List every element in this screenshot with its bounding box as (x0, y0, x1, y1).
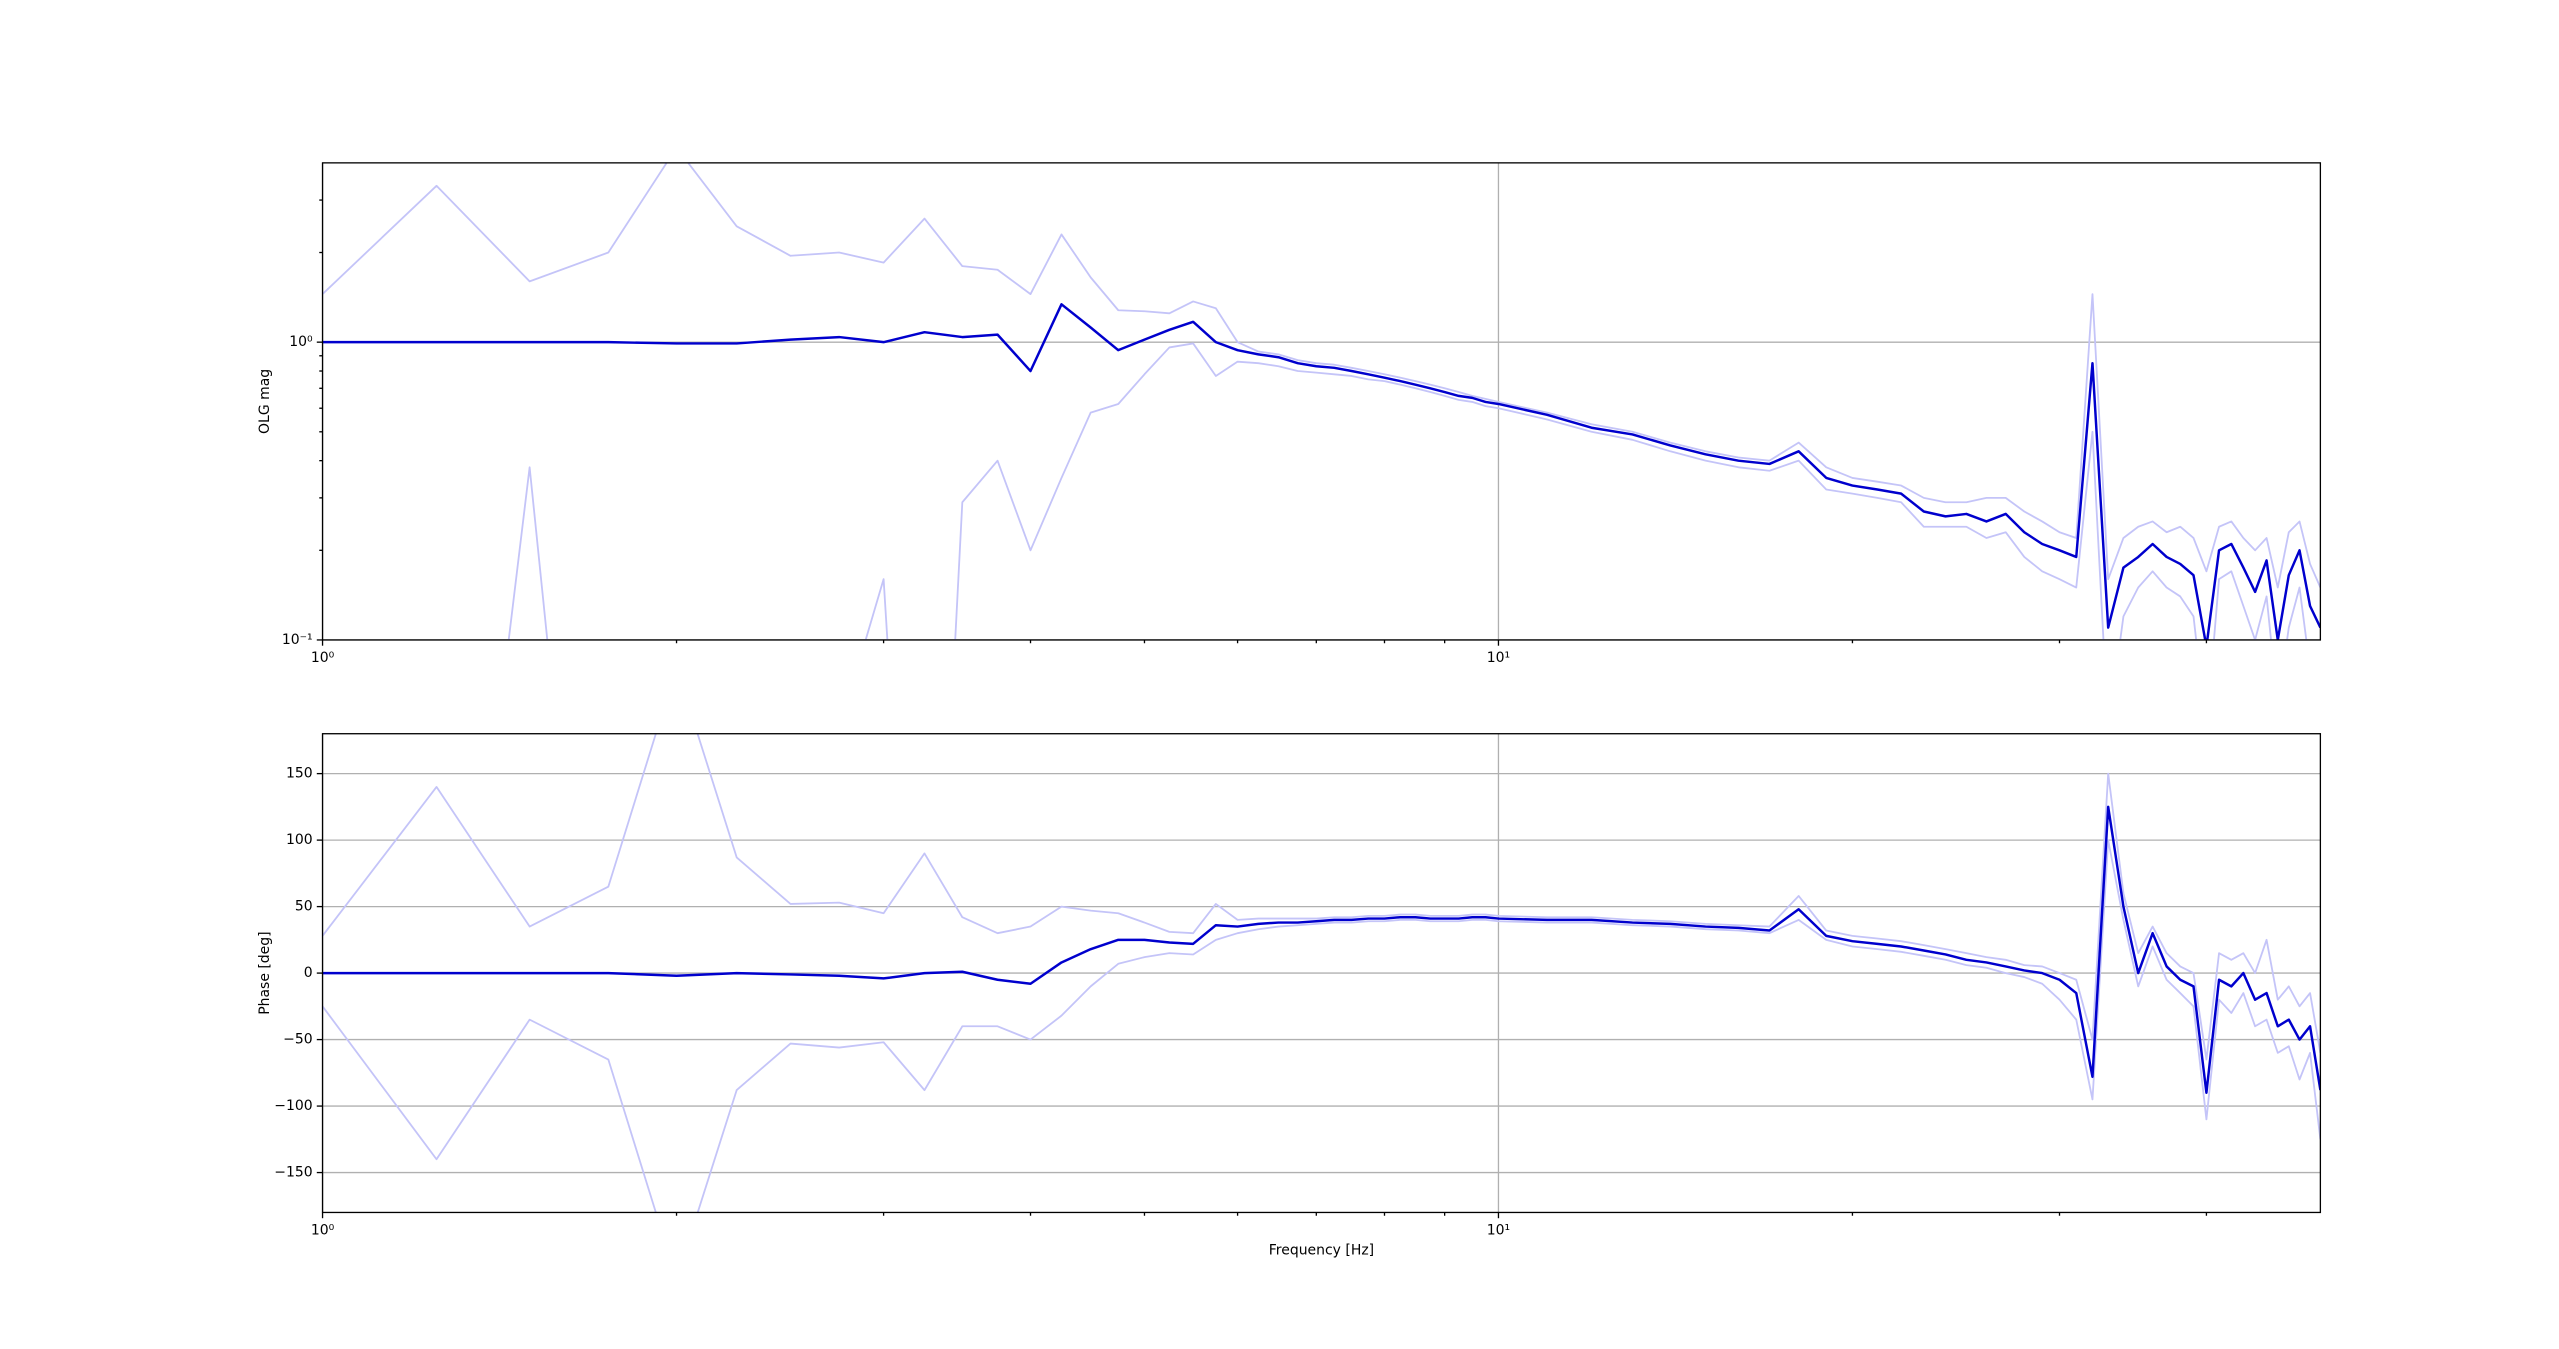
plot-frame (321, 162, 2322, 641)
series-line (322, 839, 2321, 1213)
series-line (322, 162, 2321, 589)
series-line (322, 805, 2321, 1095)
subplot: 10⁰ 10¹ −150 −100 −50 0 50 100 150 Phase [deg] Fre… (257, 733, 2322, 1258)
y-tick-label: 100 (286, 832, 313, 848)
y-axis-label: OLG mag (257, 369, 273, 434)
x-tick-label: 10¹ (1487, 1223, 1510, 1239)
y-tick-label: −150 (274, 1165, 312, 1181)
x-tick-label: 10¹ (1487, 650, 1510, 666)
y-tick-label: −50 (283, 1032, 312, 1048)
subplot: 10⁰ 10¹ 10⁻¹ 10⁰ OLG mag (257, 162, 2322, 666)
series-line (322, 733, 2321, 1061)
series-line (322, 303, 2321, 640)
x-axis-label: Frequency [Hz] (1269, 1242, 1374, 1258)
x-tick-label: 10⁰ (311, 650, 335, 666)
y-tick-label: 50 (295, 899, 313, 915)
y-tick-label: −100 (274, 1098, 312, 1114)
x-tick-label: 10⁰ (311, 1223, 335, 1239)
y-tick-label: 150 (286, 766, 313, 782)
lines (322, 733, 2321, 1213)
y-tick-label: 10⁰ (289, 334, 313, 350)
y-tick-label: 0 (304, 965, 313, 981)
y-tick-label: 10⁻¹ (282, 632, 313, 648)
y-axis-label: Phase [deg] (257, 931, 273, 1014)
lines (322, 162, 2321, 640)
series-line (507, 342, 2308, 640)
